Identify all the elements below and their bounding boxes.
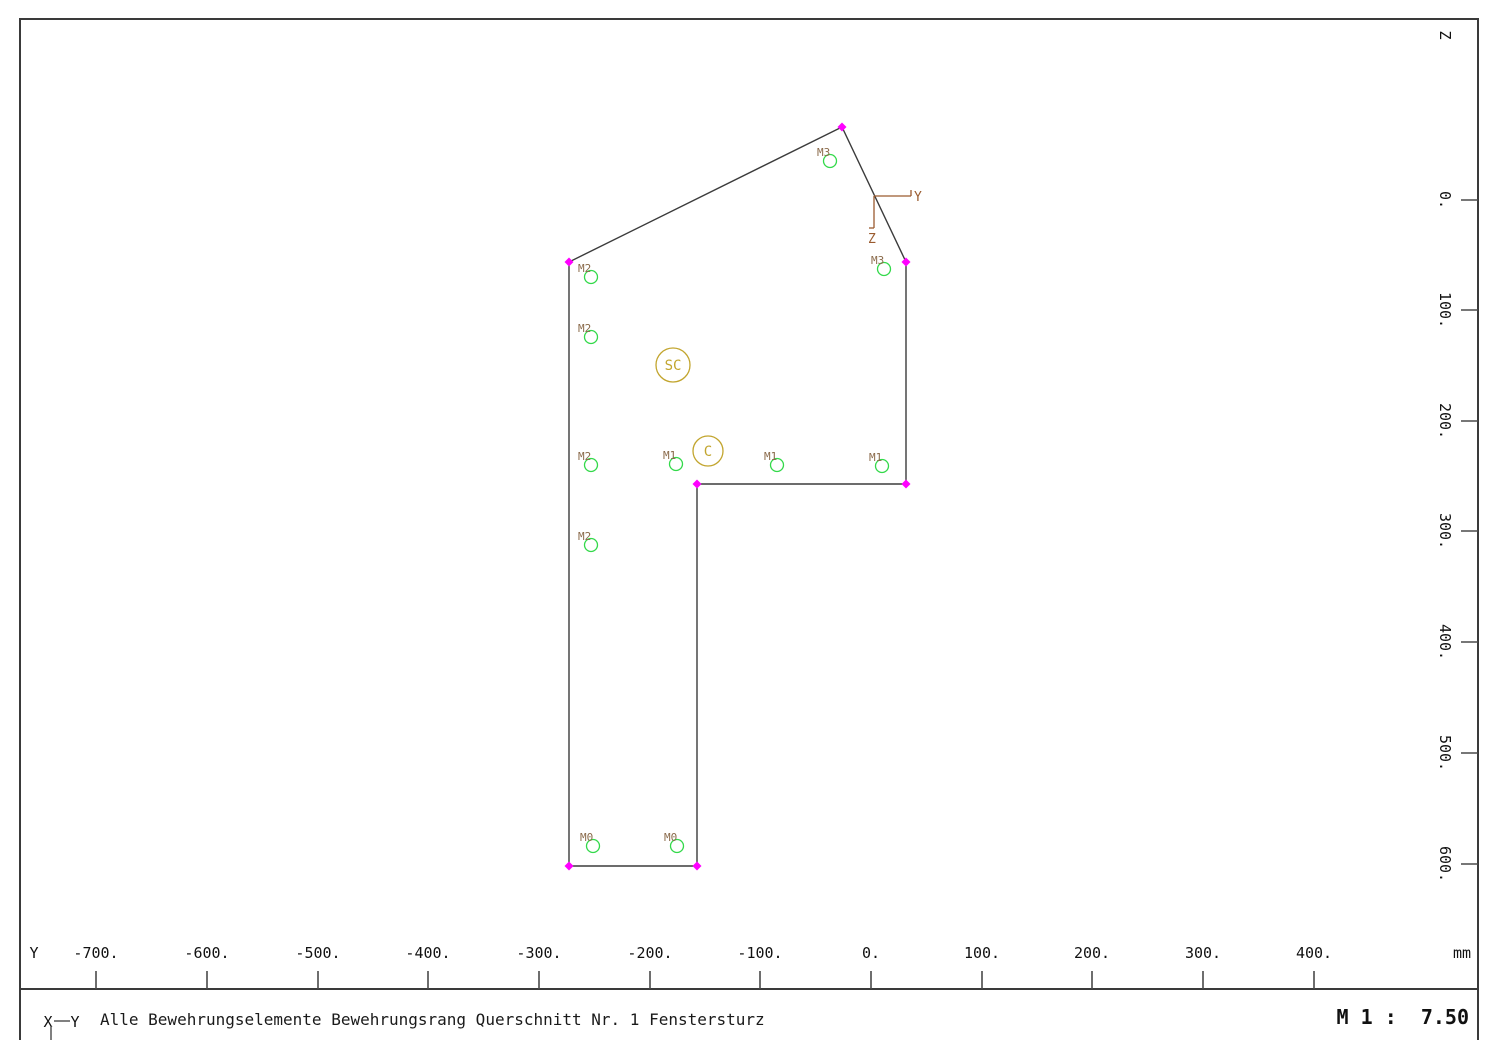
rebar-markers-group: M3 M3 M2 M2 M2 M2 M1 M1 M1 M0 M0 <box>578 146 892 854</box>
global-axis-y-label: Y <box>70 1013 79 1031</box>
right-tick-label: 200. <box>1436 403 1454 439</box>
rebar-label: M1 <box>764 450 777 463</box>
bottom-tick-label: -600. <box>184 944 229 962</box>
rebar-circle <box>874 458 890 474</box>
section-outline <box>568 126 907 867</box>
bottom-axis-unit: mm <box>1453 944 1471 962</box>
vertex-markers-group <box>564 122 911 871</box>
region-labels-group: SC C <box>655 347 724 467</box>
rebar-label: M2 <box>578 450 591 463</box>
rebar-circle <box>822 153 838 169</box>
vertex-marker <box>692 479 702 489</box>
rebar-label: M3 <box>871 254 884 267</box>
bottom-tick-label: 0. <box>862 944 880 962</box>
rebar-circle <box>769 457 785 473</box>
rebar-label: M1 <box>663 449 676 462</box>
region-circle <box>655 347 691 383</box>
rebar-label: M2 <box>578 262 591 275</box>
bottom-tick-label: -300. <box>516 944 561 962</box>
vertex-marker <box>692 861 702 871</box>
right-tick-label: 0. <box>1436 191 1454 209</box>
local-axis-marker-group: YZ <box>868 190 922 247</box>
vertex-marker <box>901 479 911 489</box>
bottom-tick-label: -100. <box>737 944 782 962</box>
right-tick-label: 300. <box>1436 513 1454 549</box>
rebar-circle <box>669 838 685 854</box>
local-axis-y-label: Y <box>914 190 922 205</box>
rebar-circle <box>876 261 892 277</box>
right-tick-label: 100. <box>1436 292 1454 328</box>
right-tick-label: 400. <box>1436 624 1454 660</box>
bottom-tick-label: 300. <box>1185 944 1221 962</box>
rebar-label: M0 <box>580 831 593 844</box>
global-axes-icon: X Y <box>43 1013 80 1040</box>
rebar-circle <box>585 838 601 854</box>
right-tick-label: 600. <box>1436 846 1454 882</box>
rebar-circle <box>583 457 599 473</box>
bottom-tick-label: -400. <box>405 944 450 962</box>
bottom-axis-letter: Y <box>29 944 38 962</box>
region-label: C <box>704 444 712 460</box>
global-axis-x-label: X <box>43 1013 52 1031</box>
rebar-circle <box>583 329 599 345</box>
bottom-tick-label: -200. <box>627 944 672 962</box>
bottom-tick-label: 200. <box>1074 944 1110 962</box>
right-ruler-group: 0. 100. 200. 300. 400. 500. 600. Z <box>1436 30 1478 882</box>
bottom-tick-label: -700. <box>73 944 118 962</box>
scale-label: M 1 : 7.50 <box>1336 1005 1469 1029</box>
right-tick-label: 500. <box>1436 735 1454 771</box>
bottom-tick-label: -500. <box>295 944 340 962</box>
rebar-label: M1 <box>869 451 882 464</box>
ruler-baseline <box>19 988 1479 990</box>
local-axis-z-label: Z <box>868 232 876 247</box>
drawing-title: Alle Bewehrungselemente Bewehrungsrang Q… <box>100 1010 765 1029</box>
drawing-frame <box>19 18 1479 1040</box>
rebar-circle <box>583 537 599 553</box>
rebar-circle <box>583 269 599 285</box>
section-outline-group <box>568 126 907 867</box>
vertex-marker <box>901 257 911 267</box>
region-circle <box>692 435 724 467</box>
bottom-tick-label: 400. <box>1296 944 1332 962</box>
vertex-marker <box>564 861 574 871</box>
right-axis-letter: Z <box>1436 30 1454 39</box>
rebar-circle <box>668 456 684 472</box>
bottom-tick-label: 100. <box>964 944 1000 962</box>
bottom-ruler-group: -700. -600. -500. -400. -300. -200. -100. 0. 100… <box>29 944 1471 989</box>
region-label: SC <box>665 358 682 374</box>
rebar-label: M2 <box>578 322 591 335</box>
rebar-label: M2 <box>578 530 591 543</box>
rebar-label: M0 <box>664 831 677 844</box>
vertex-marker <box>564 257 574 267</box>
vertex-marker <box>837 122 847 132</box>
rebar-label: M3 <box>817 146 830 159</box>
